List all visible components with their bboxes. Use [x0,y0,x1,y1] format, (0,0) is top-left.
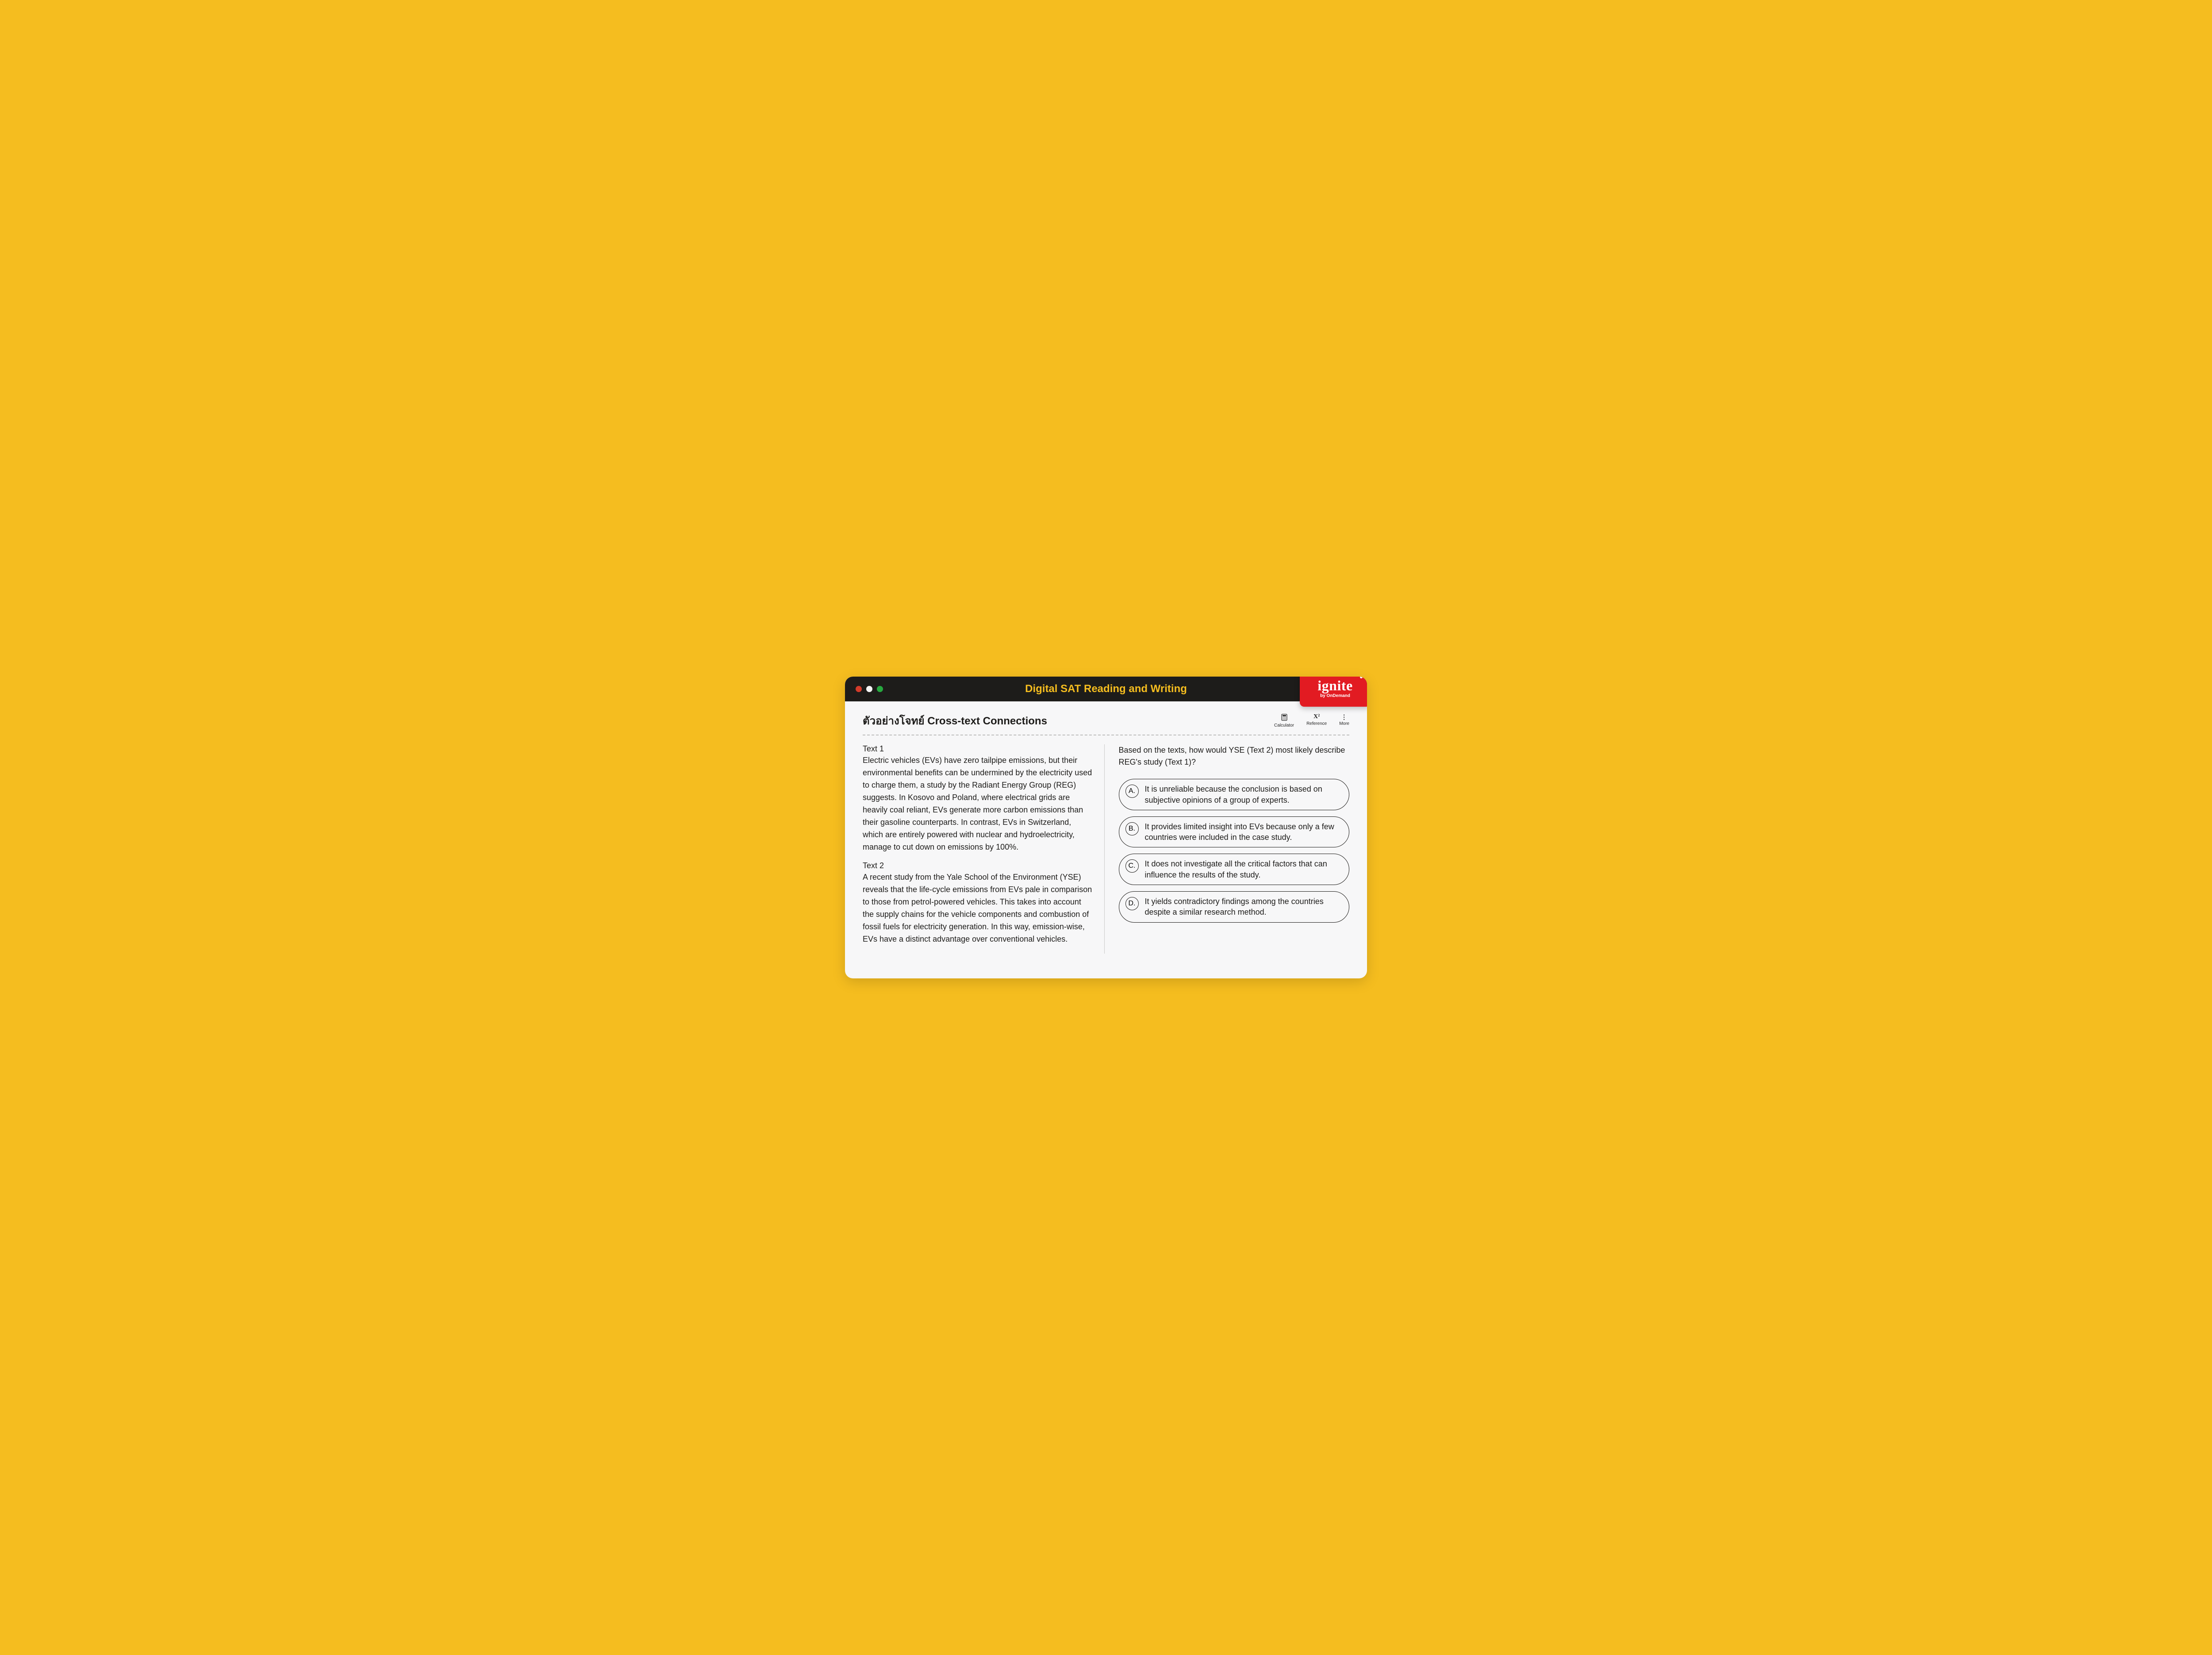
more-icon: ⋮ [1341,714,1348,720]
window-title: Digital SAT Reading and Writing [845,683,1367,695]
choice-a-letter: A. [1125,785,1139,798]
toolbar: Calculator X² Reference ⋮ More [1274,714,1349,728]
two-column-layout: Text 1 Electric vehicles (EVs) have zero… [863,744,1349,953]
choice-b-letter: B. [1125,822,1139,835]
choice-a[interactable]: A. It is unreliable because the conclusi… [1119,779,1350,810]
choice-a-text: It is unreliable because the conclusion … [1145,784,1340,805]
more-label: More [1339,721,1349,726]
content-area: ตัวอย่างโจทย์ Cross-text Connections Cal… [845,701,1367,978]
choice-c-text: It does not investigate all the critical… [1145,858,1340,880]
minimize-icon[interactable] [866,686,872,692]
brand-logo-card: ignite by OnDemand [1300,677,1367,707]
brand-name: ignite [1300,678,1367,693]
header-row: ตัวอย่างโจทย์ Cross-text Connections Cal… [863,712,1349,735]
brand-sub: by OnDemand [1300,693,1367,698]
more-button[interactable]: ⋮ More [1339,714,1349,726]
passages-column: Text 1 Electric vehicles (EVs) have zero… [863,744,1105,953]
close-icon[interactable] [856,686,862,692]
app-window: ignite by OnDemand Digital SAT Reading a… [845,677,1367,978]
passage-1-label: Text 1 [863,744,1094,754]
choice-b[interactable]: B. It provides limited insight into EVs … [1119,816,1350,848]
choice-b-text: It provides limited insight into EVs bec… [1145,821,1340,843]
maximize-icon[interactable] [877,686,883,692]
question-column: Based on the texts, how would YSE (Text … [1119,744,1350,953]
page-title: ตัวอย่างโจทย์ Cross-text Connections [863,712,1047,729]
question-text: Based on the texts, how would YSE (Text … [1119,744,1350,768]
choice-c-letter: C. [1125,859,1139,873]
reference-button[interactable]: X² Reference [1306,714,1327,726]
titlebar: Digital SAT Reading and Writing [845,677,1367,701]
passage-2-body: A recent study from the Yale School of t… [863,871,1094,945]
reference-label: Reference [1306,721,1327,726]
window-controls [856,686,883,692]
passage-1-body: Electric vehicles (EVs) have zero tailpi… [863,754,1094,853]
passage-2-label: Text 2 [863,861,1094,870]
choice-d-letter: D. [1125,897,1139,910]
calculator-label: Calculator [1274,723,1294,728]
choice-d-text: It yields contradictory findings among t… [1145,896,1340,918]
reference-icon: X² [1313,714,1320,720]
choice-c[interactable]: C. It does not investigate all the criti… [1119,854,1350,885]
answer-choices: A. It is unreliable because the conclusi… [1119,779,1350,922]
calculator-button[interactable]: Calculator [1274,714,1294,728]
choice-d[interactable]: D. It yields contradictory findings amon… [1119,891,1350,923]
calculator-icon [1281,714,1287,722]
